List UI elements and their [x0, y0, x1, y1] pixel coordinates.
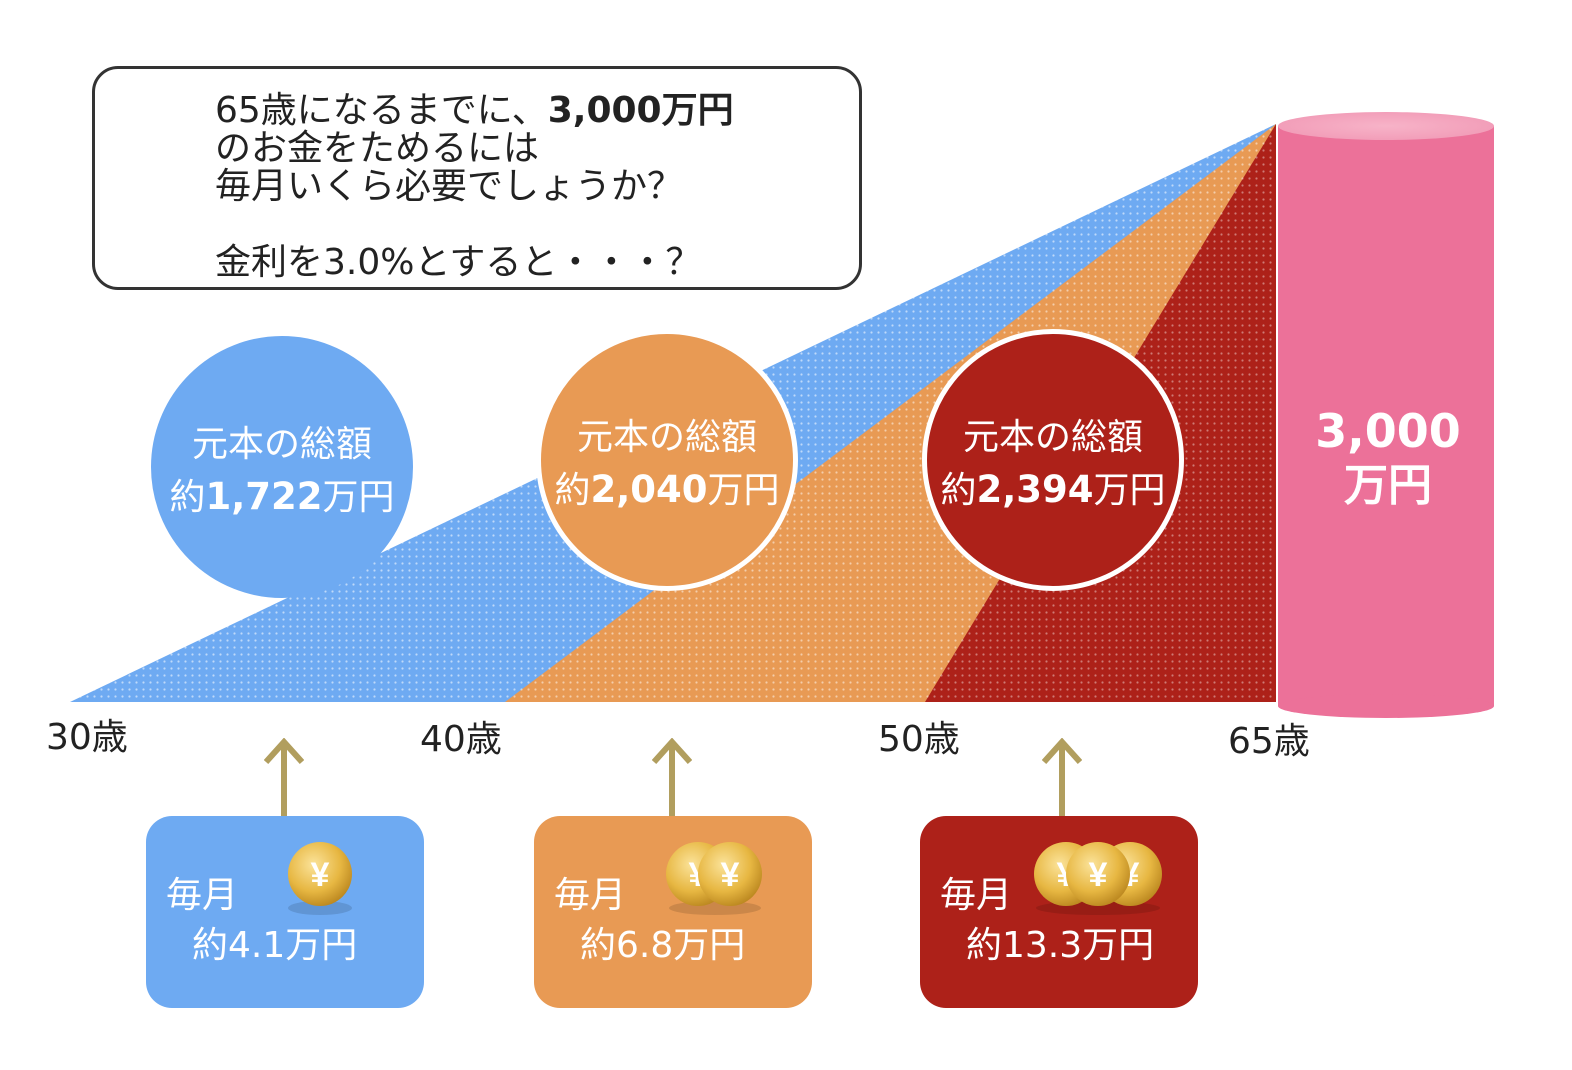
total-value: 2,040 [590, 468, 708, 511]
total-unit: 万円 [707, 470, 780, 511]
total-value: 2,394 [976, 468, 1094, 511]
principal-circle-30: 元本の総額 約1,722万円 [151, 336, 413, 598]
monthly-label: 毎月 [554, 875, 627, 916]
interest-rate-line: 金利を3.0%とすると・・・？ [215, 242, 702, 283]
monthly-box-50: ¥ ¥ ¥ 毎月 約13.3万円 [920, 816, 1198, 1008]
monthly-box-30: ¥ 毎月 約4.1万円 [146, 816, 424, 1008]
up-arrow-icon [264, 738, 304, 818]
total-prefix: 約 [554, 470, 591, 511]
circle-total: 約2,394万円 [927, 468, 1179, 513]
monthly-box-40: ¥ ¥ 毎月 約6.8万円 [534, 816, 812, 1008]
goal-unit: 万円 [1344, 460, 1432, 511]
monthly-amount: 約4.1万円 [192, 925, 358, 966]
goal-cylinder [1278, 112, 1494, 718]
monthly-label: 毎月 [166, 875, 239, 916]
question-box: 65歳になるまでに、3,000万円 のお金をためるには 毎月いくら必要でしょうか… [92, 66, 862, 290]
question-line-1-text: 65歳になるまでに、 [215, 90, 548, 131]
circle-label: 元本の総額 [576, 417, 757, 458]
question-line-1: 65歳になるまでに、3,000万円 [215, 91, 734, 131]
age-label-30: 30歳 [46, 717, 128, 758]
principal-circle-50: 元本の総額 約2,394万円 [922, 329, 1184, 591]
yen-coins-icon: ¥ ¥ [666, 842, 762, 915]
circle-label: 元本の総額 [962, 417, 1143, 458]
age-label-65: 65歳 [1228, 721, 1310, 762]
circle-total: 約1,722万円 [156, 475, 408, 520]
question-line-3: 毎月いくら必要でしょうか？ [215, 166, 684, 207]
goal-amount: 3,000 [1315, 404, 1461, 458]
monthly-amount: 約6.8万円 [580, 925, 746, 966]
monthly-amount: 約13.3万円 [966, 925, 1155, 966]
age-label-40: 40歳 [420, 719, 502, 760]
target-amount: 3,000万円 [547, 90, 734, 131]
circle-total: 約2,040万円 [541, 468, 793, 513]
yen-coin-icon: ¥ [288, 842, 352, 915]
monthly-label: 毎月 [940, 875, 1013, 916]
age-label-50: 50歳 [878, 719, 960, 760]
coin-symbol: ¥ [311, 856, 330, 894]
coin-symbol: ¥ [1089, 856, 1108, 894]
total-unit: 万円 [1093, 470, 1166, 511]
up-arrow-icon [1042, 738, 1082, 818]
total-prefix: 約 [940, 470, 977, 511]
circle-label: 元本の総額 [191, 424, 372, 465]
total-unit: 万円 [322, 477, 395, 518]
yen-coins-icon: ¥ ¥ ¥ [1034, 842, 1162, 915]
up-arrow-icon [652, 738, 692, 818]
total-prefix: 約 [169, 477, 206, 518]
goal-label: 3,000 万円 [1278, 404, 1498, 514]
coin-symbol: ¥ [721, 856, 740, 894]
question-line-2: のお金をためるには [215, 128, 540, 169]
principal-circle-40: 元本の総額 約2,040万円 [536, 329, 798, 591]
total-value: 1,722 [205, 475, 323, 518]
